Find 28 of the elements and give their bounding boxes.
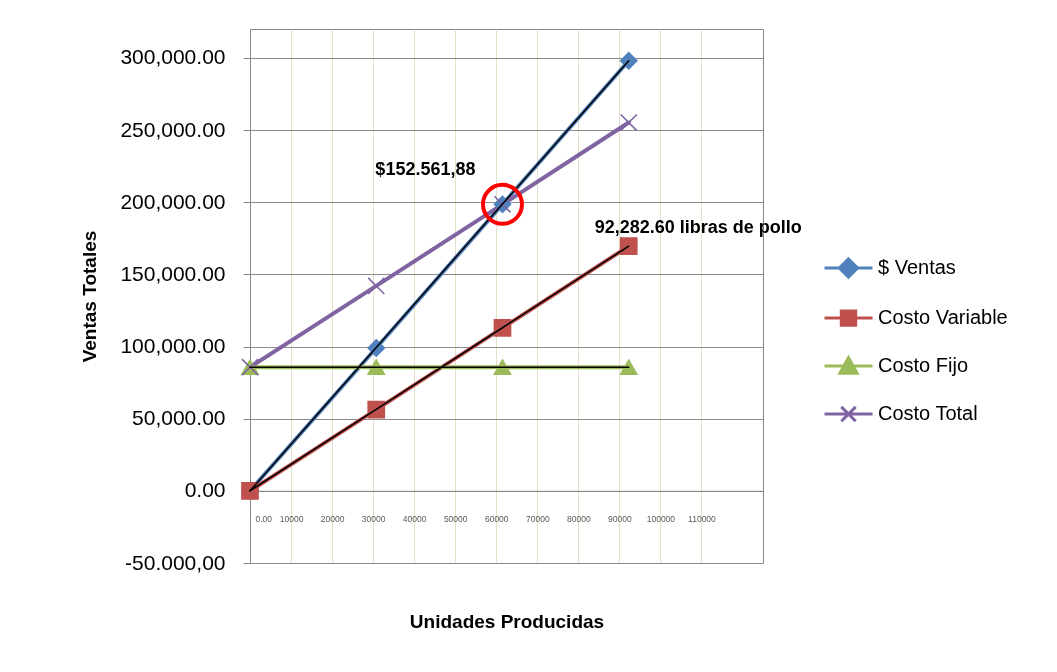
legend-label: Costo Fijo — [878, 354, 969, 377]
x-tick-label: 10000 — [279, 514, 304, 525]
y-tick-label: 250,000.00 — [120, 117, 226, 141]
x-tick-label: 100000 — [646, 514, 676, 525]
x-tick-label: 50000 — [443, 514, 468, 525]
y-tick-label: 200,000.00 — [120, 189, 226, 213]
y-tick-label: -50.000,00 — [125, 550, 226, 574]
annotation: $152.561,88 — [375, 159, 476, 180]
annotation: 92,282.60 libras de pollo — [594, 217, 802, 238]
x-tick-label: 110000 — [688, 514, 717, 525]
y-tick-label: 300,000.00 — [120, 45, 226, 69]
x-tick-label: 20000 — [320, 514, 345, 525]
x-tick-label: 0.00 — [255, 514, 273, 525]
y-tick-label: 150,000.00 — [120, 261, 226, 285]
legend-label: $ Ventas — [878, 256, 956, 279]
x-tick-label: 70000 — [525, 514, 550, 525]
y-tick-label: 50,000.00 — [132, 406, 226, 430]
x-tick-label: 90000 — [608, 514, 632, 525]
x-tick-label: 30000 — [361, 514, 386, 525]
x-axis-title: Unidades Producidas — [409, 610, 605, 632]
x-tick-label: 80000 — [567, 514, 591, 525]
y-tick-label: 0.00 — [184, 478, 226, 502]
legend-label: Costo Total — [878, 402, 978, 425]
legend-label: Costo Variable — [878, 306, 1008, 329]
x-tick-label: 40000 — [402, 514, 427, 525]
y-axis-title: Ventas Totales — [79, 230, 101, 363]
x-tick-label: 60000 — [484, 514, 509, 525]
y-tick-label: 100,000.00 — [120, 334, 226, 358]
